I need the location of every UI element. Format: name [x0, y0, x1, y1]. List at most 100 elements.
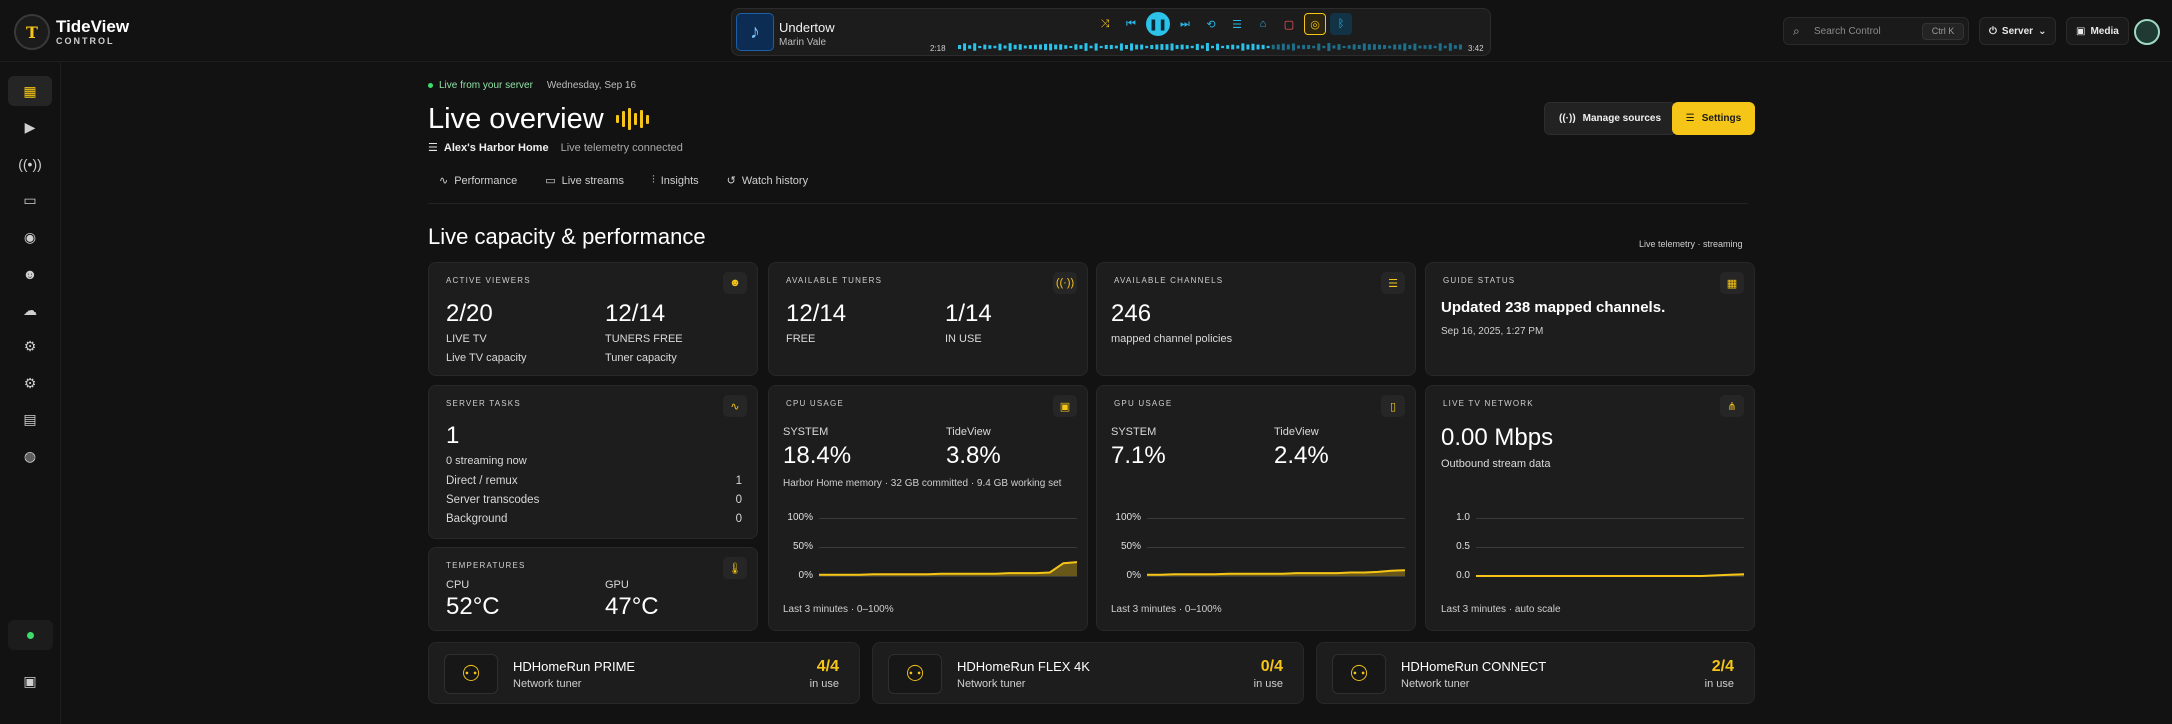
sidebar-item-disc[interactable]: ◉: [8, 222, 52, 252]
sidebar-item-cloud[interactable]: ☁: [8, 295, 52, 325]
waveform-bar: [1114, 45, 1118, 49]
waveform-bar: [1064, 45, 1068, 49]
task-label: Background: [446, 513, 508, 525]
series-line: [819, 561, 1077, 576]
y-tick-label: 100%: [787, 512, 813, 523]
antenna-icon[interactable]: ((·)): [1053, 272, 1077, 294]
area-plot: [1476, 573, 1744, 577]
tuner-card[interactable]: ⚇ HDHomeRun FLEX 4K Network tuner 0/4 in…: [872, 642, 1304, 704]
waveform-bar: [1094, 43, 1098, 51]
disc-icon: ◉: [23, 228, 37, 245]
y-tick-label: 0%: [1126, 570, 1141, 581]
album-art-icon[interactable]: ♪: [736, 13, 774, 51]
tab-live-streams[interactable]: ▭ Live streams: [545, 174, 624, 188]
card-guide-status: GUIDE STATUS ▦ Updated 238 mapped channe…: [1425, 262, 1755, 376]
tab-watch-history[interactable]: ↺ Watch history: [727, 174, 808, 188]
app-subtitle: CONTROL: [56, 36, 115, 46]
tuner-count: 2/4: [1711, 658, 1734, 675]
waveform-bar: [1205, 43, 1209, 51]
waveform-bar: [1367, 44, 1371, 50]
manage-sources-label: Manage sources: [1582, 113, 1662, 124]
sidebar-item-bottom[interactable]: ▣: [8, 666, 52, 696]
top-bar: T TideView CONTROL ♪ Undertow Marin Vale…: [0, 0, 2172, 62]
waveform-bar: [1256, 44, 1260, 50]
pause-icon[interactable]: ❚❚: [1146, 12, 1170, 36]
manage-sources-button[interactable]: ((·)) Manage sources: [1544, 102, 1677, 135]
live-icon: ((•)): [18, 156, 42, 172]
card-live-tv-network: LIVE TV NETWORK ⋔ 0.00 Mbps Outbound str…: [1425, 385, 1755, 631]
sidebar-item-dashboard[interactable]: ▦: [8, 76, 52, 106]
sliders-icon: ☰: [1685, 113, 1695, 124]
channels-value: 246: [1111, 300, 1152, 327]
sidebar-item-calendar[interactable]: ▭: [8, 186, 52, 216]
tuners-free-value: 12/14: [605, 300, 666, 327]
network-icon[interactable]: ⋔: [1720, 395, 1744, 417]
sidebar-item-plugins[interactable]: ⚙: [8, 368, 52, 398]
cpu-icon[interactable]: ▣: [1053, 395, 1077, 417]
users-icon[interactable]: ☻: [723, 272, 747, 294]
tuner-card[interactable]: ⚇ HDHomeRun CONNECT Network tuner 2/4 in…: [1316, 642, 1755, 704]
sidebar-item-users[interactable]: ☻: [8, 259, 52, 289]
grid-line: [819, 518, 1077, 519]
user-avatar[interactable]: [2134, 19, 2160, 45]
gpu-icon[interactable]: ▯: [1381, 395, 1405, 417]
thermometer-icon[interactable]: 🌡: [723, 557, 747, 579]
bluetooth-icon[interactable]: ᛒ: [1330, 13, 1352, 35]
lyrics-icon[interactable]: ☰: [1232, 18, 1242, 31]
server-status-indicator[interactable]: [8, 620, 53, 650]
waveform-seek-bar[interactable]: [958, 41, 1464, 53]
app-logo[interactable]: T TideView CONTROL: [14, 14, 129, 50]
search-box[interactable]: ⌕ Search Control Ctrl K: [1783, 17, 1969, 45]
pulse-icon: ∿: [439, 175, 449, 187]
server-menu-button[interactable]: ⏻ Server ⌄: [1979, 17, 2057, 45]
waveform-bar: [1388, 45, 1392, 49]
cpu-temp-label: CPU: [446, 579, 470, 591]
repeat-icon[interactable]: ⟲: [1206, 18, 1216, 31]
card-label: SERVER TASKS: [446, 399, 521, 408]
power-icon: ⏻: [1989, 25, 1997, 37]
tuner-card[interactable]: ⚇ HDHomeRun PRIME Network tuner 4/4 in u…: [428, 642, 860, 704]
waveform-bar: [1347, 45, 1351, 49]
grid-line: [1476, 518, 1744, 519]
app-name: TideView: [56, 17, 130, 36]
waveform-bar: [1054, 44, 1058, 50]
tasks-value: 1: [446, 422, 460, 449]
network-chart-footer: Last 3 minutes · auto scale: [1441, 604, 1561, 615]
waveform-bar: [1448, 43, 1452, 51]
media-button[interactable]: ▣ Media: [2066, 17, 2129, 45]
previous-icon[interactable]: ⏮: [1126, 17, 1136, 30]
next-icon[interactable]: ⏭: [1180, 17, 1190, 30]
stop-icon[interactable]: ▢: [1283, 18, 1295, 31]
sidebar-item-storage[interactable]: ▤: [8, 405, 52, 435]
tuner-count: 4/4: [816, 658, 839, 675]
cpu-system-title: SYSTEM: [783, 426, 829, 438]
waveform-bar: [978, 45, 982, 49]
waveform-bar: [1013, 44, 1017, 50]
shuffle-icon[interactable]: ⤨: [1100, 17, 1110, 30]
waveform-bar: [1307, 44, 1311, 50]
tuner-device-icon: ⚇: [888, 654, 942, 694]
header-date: Wednesday, Sep 16: [546, 80, 637, 91]
list-icon[interactable]: ☰: [1381, 272, 1405, 294]
gpu-system-value: 7.1%: [1111, 442, 1166, 469]
waveform-bar: [1423, 45, 1427, 49]
tab-performance[interactable]: ∿ Performance: [439, 174, 517, 188]
waveform-bar: [1221, 45, 1225, 49]
sidebar-item-network[interactable]: ◍: [8, 441, 52, 471]
settings-button[interactable]: ☰ Settings: [1672, 102, 1755, 135]
waveform-bar: [1185, 45, 1189, 49]
sidebar-item-settings[interactable]: ⚙: [8, 332, 52, 362]
cast-icon[interactable]: ⌂: [1259, 18, 1267, 30]
waveform-bar: [1372, 44, 1376, 50]
broadcast-icon[interactable]: ◎: [1304, 13, 1326, 35]
series-line: [1476, 573, 1744, 577]
calendar-icon[interactable]: ▦: [1720, 272, 1744, 294]
sidebar-item-live[interactable]: ((•)): [8, 149, 52, 179]
tab-bar: ∿ Performance ▭ Live streams ⫶ Insights ↺ Wa…: [439, 174, 808, 187]
sidebar-item-play[interactable]: ▶: [8, 113, 52, 143]
tab-insights[interactable]: ⫶ Insights: [652, 174, 699, 187]
live-dot: [428, 82, 433, 88]
media-icon: ▣: [2076, 25, 2086, 37]
activity-icon[interactable]: ∿: [723, 395, 747, 417]
waveform-bar: [1327, 43, 1331, 51]
